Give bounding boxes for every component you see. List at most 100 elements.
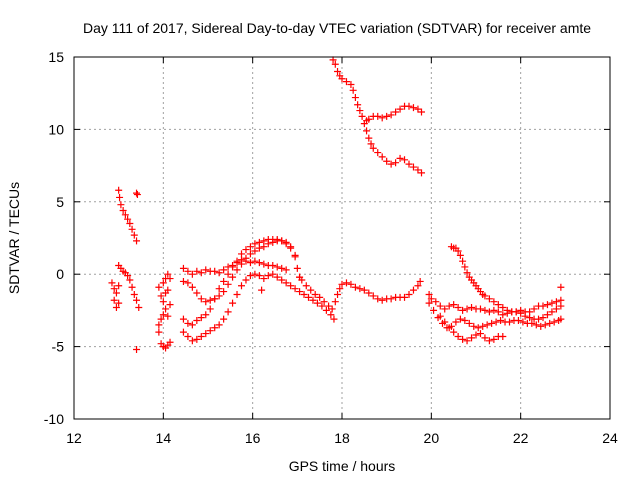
data-point [307,286,315,294]
data-point [179,264,187,272]
y-tick-label: 10 [48,121,64,137]
data-point [193,317,201,325]
data-point [351,94,359,102]
y-tick-label: -5 [52,339,65,355]
data-point [126,276,134,284]
data-point [211,295,219,303]
data-point [331,60,339,68]
data-point [328,305,336,313]
data-point [229,263,237,271]
data-point [392,159,400,167]
data-point [206,305,214,313]
data-point [392,108,400,116]
data-point [166,338,174,346]
data-point [490,306,498,314]
data-point [133,191,141,199]
data-point [273,235,281,243]
x-tick-label: 20 [424,430,440,446]
data-point [197,332,205,340]
series-track-a [108,279,123,312]
data-point [459,257,467,265]
data-point [291,251,299,259]
data-point [414,105,422,113]
data-point [320,298,328,306]
data-point [322,306,330,314]
data-point [215,321,223,329]
data-point [452,318,460,326]
data-point [331,298,339,306]
data-point [302,282,310,290]
data-point [220,288,228,296]
data-point [550,318,558,326]
data-point [425,299,433,307]
data-point [499,332,507,340]
data-point [530,305,538,313]
data-point [456,315,464,323]
data-point [155,328,163,336]
data-point [273,273,281,281]
data-point [405,160,413,168]
data-point [552,298,560,306]
data-point [215,285,223,293]
data-point [179,277,187,285]
data-point [470,322,478,330]
data-point [383,112,391,120]
data-point [552,305,560,313]
data-point [121,211,129,219]
data-point [133,296,141,304]
data-point [238,250,245,258]
data-point [557,315,565,323]
data-point [220,266,228,274]
data-point [472,331,480,339]
data-point [157,315,165,323]
data-point [374,295,382,303]
data-point [269,262,277,270]
data-point [251,257,259,265]
data-point [463,269,471,277]
data-point [365,134,373,142]
data-point [541,321,549,329]
data-point [378,153,386,161]
data-point [336,285,344,293]
data-point [229,299,237,307]
data-point [378,296,386,304]
data-point [499,304,507,312]
data-point [347,280,355,288]
data-point [238,282,245,290]
data-point [211,324,219,332]
data-point [354,101,362,109]
data-point [184,332,192,340]
data-point [334,67,342,75]
x-tick-label: 16 [245,430,261,446]
data-point [369,292,377,300]
data-point [298,276,306,284]
data-point [363,127,371,135]
data-point [436,302,444,310]
data-point [311,290,319,298]
data-point [409,104,417,112]
data-point [159,298,167,306]
data-point [405,290,413,298]
data-point [396,105,404,113]
x-tick-label: 22 [513,430,529,446]
data-point [242,276,250,284]
data-point [528,319,536,327]
data-point [441,305,449,313]
data-point [539,314,547,322]
data-point [436,312,444,320]
data-point [119,206,127,214]
data-point [155,321,163,329]
data-point [427,295,435,303]
data-point [378,114,386,122]
data-point [546,319,554,327]
data-point [255,272,263,280]
series-track-m [425,283,565,319]
data-point [369,144,377,152]
data-point [425,290,433,298]
data-point [193,289,201,297]
data-point [224,308,232,316]
data-point [112,289,120,297]
data-point [224,270,232,278]
data-point [229,273,237,281]
data-point [179,328,187,336]
